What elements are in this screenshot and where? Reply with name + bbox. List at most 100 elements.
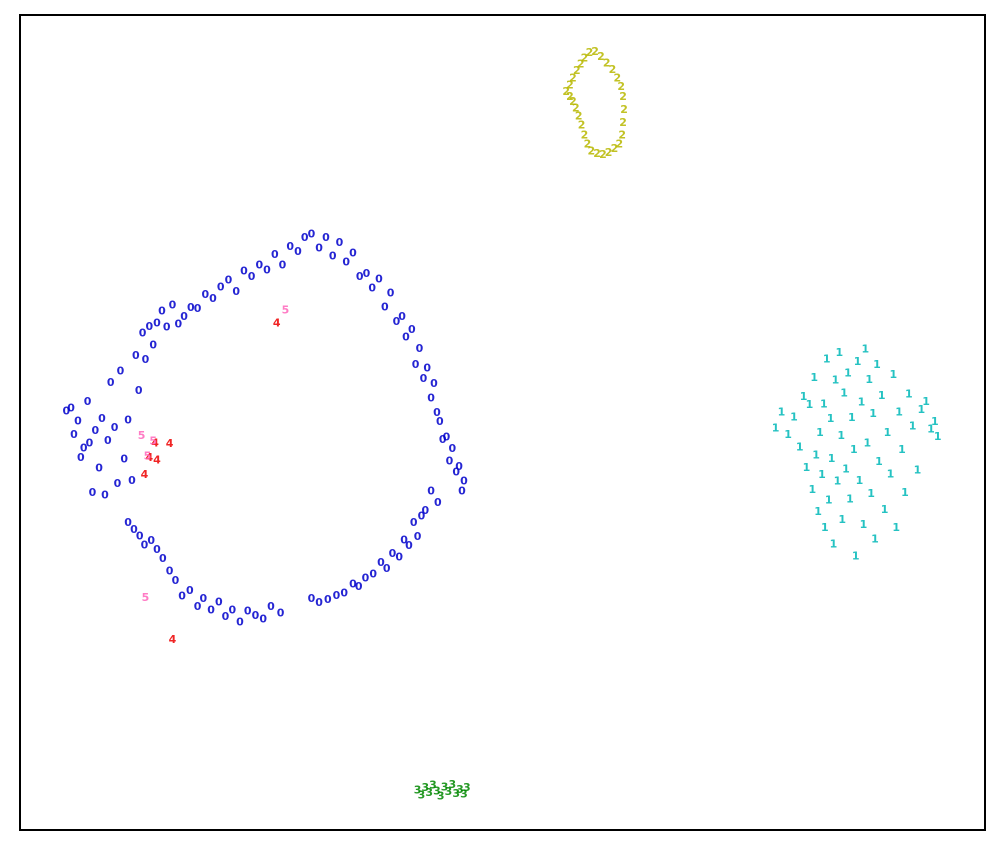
point-digit-0: 0 <box>95 462 103 475</box>
point-digit-0: 0 <box>301 231 309 244</box>
point-digit-1: 1 <box>865 373 873 386</box>
point-digit-2: 2 <box>587 145 595 158</box>
point-digit-0: 0 <box>120 453 128 466</box>
point-digit-2: 2 <box>562 85 570 98</box>
point-digit-0: 0 <box>271 248 279 261</box>
point-digit-0: 0 <box>458 485 466 498</box>
point-digit-0: 0 <box>166 564 174 577</box>
point-digit-0: 0 <box>228 604 236 617</box>
point-digit-5: 5 <box>144 449 152 462</box>
point-digit-0: 0 <box>412 358 420 371</box>
point-digit-0: 0 <box>145 320 153 333</box>
point-digit-2: 2 <box>597 50 605 63</box>
point-digit-0: 0 <box>349 247 357 260</box>
point-digit-1: 1 <box>816 426 824 439</box>
point-digit-0: 0 <box>80 441 88 454</box>
point-digit-1: 1 <box>827 412 835 425</box>
point-digit-0: 0 <box>329 250 337 263</box>
point-digit-3: 3 <box>441 780 449 793</box>
point-digit-1: 1 <box>927 423 935 436</box>
point-digit-0: 0 <box>315 242 323 255</box>
point-digit-2: 2 <box>618 128 626 141</box>
point-digit-0: 0 <box>369 568 377 581</box>
point-digit-0: 0 <box>89 486 97 499</box>
point-digit-0: 0 <box>414 530 422 543</box>
point-digit-1: 1 <box>858 396 866 409</box>
point-digit-4: 4 <box>141 468 149 481</box>
point-digit-4: 4 <box>151 436 159 449</box>
point-digit-0: 0 <box>86 436 94 449</box>
point-digit-0: 0 <box>308 592 316 605</box>
point-digit-2: 2 <box>584 137 592 150</box>
point-digit-1: 1 <box>898 443 906 456</box>
point-digit-1: 1 <box>931 415 939 428</box>
point-digit-3: 3 <box>463 781 471 794</box>
point-digit-2: 2 <box>569 95 577 108</box>
point-digit-4: 4 <box>145 451 153 464</box>
point-digit-2: 2 <box>581 52 589 65</box>
point-digit-0: 0 <box>130 523 138 536</box>
point-digit-2: 2 <box>619 90 627 103</box>
point-digit-0: 0 <box>142 353 150 366</box>
point-digit-0: 0 <box>375 273 383 286</box>
point-digit-1: 1 <box>854 355 862 368</box>
point-digit-0: 0 <box>294 245 302 258</box>
point-digit-1: 1 <box>875 455 883 468</box>
point-digit-1: 1 <box>895 405 903 418</box>
point-digit-0: 0 <box>408 323 416 336</box>
point-digit-0: 0 <box>436 415 444 428</box>
point-digit-0: 0 <box>420 372 428 385</box>
point-digit-0: 0 <box>128 474 136 487</box>
point-digit-0: 0 <box>187 301 195 314</box>
point-digit-2: 2 <box>575 110 583 123</box>
point-digit-0: 0 <box>124 414 132 427</box>
point-digit-1: 1 <box>803 461 811 474</box>
point-digit-1: 1 <box>834 475 842 488</box>
point-digit-0: 0 <box>333 589 341 602</box>
point-digit-3: 3 <box>456 783 464 796</box>
point-digit-3: 3 <box>425 786 433 799</box>
point-digit-1: 1 <box>887 467 895 480</box>
point-digit-1: 1 <box>790 410 798 423</box>
point-digit-2: 2 <box>573 64 581 77</box>
point-digit-1: 1 <box>820 397 828 410</box>
point-digit-0: 0 <box>158 304 166 317</box>
point-digit-1: 1 <box>869 407 877 420</box>
point-digit-2: 2 <box>619 116 627 129</box>
point-digit-3: 3 <box>445 785 453 798</box>
point-digit-1: 1 <box>830 537 838 550</box>
point-digit-0: 0 <box>207 604 215 617</box>
point-digit-0: 0 <box>455 460 463 473</box>
point-digit-5: 5 <box>282 304 290 317</box>
point-digit-0: 0 <box>356 270 364 283</box>
point-digit-0: 0 <box>111 421 119 434</box>
point-digit-1: 1 <box>810 371 818 384</box>
point-digit-0: 0 <box>405 539 413 552</box>
point-digit-0: 0 <box>423 361 431 374</box>
point-digit-3: 3 <box>452 787 460 800</box>
point-digit-1: 1 <box>901 486 909 499</box>
point-digit-2: 2 <box>593 147 601 160</box>
point-digit-1: 1 <box>800 390 808 403</box>
plot-frame <box>19 14 986 831</box>
point-digit-1: 1 <box>852 550 860 563</box>
point-digit-2: 2 <box>609 63 617 76</box>
point-digit-0: 0 <box>153 317 161 330</box>
point-digit-4: 4 <box>153 454 161 467</box>
point-digit-2: 2 <box>591 45 599 58</box>
point-digit-2: 2 <box>599 148 607 161</box>
point-digit-1: 1 <box>818 468 826 481</box>
point-digit-0: 0 <box>169 299 177 312</box>
point-digit-0: 0 <box>186 584 194 597</box>
point-digit-1: 1 <box>905 388 913 401</box>
point-digit-1: 1 <box>934 430 942 443</box>
point-digit-0: 0 <box>363 267 371 280</box>
point-digit-0: 0 <box>393 315 401 328</box>
point-digit-0: 0 <box>377 556 385 569</box>
point-digit-0: 0 <box>395 551 403 564</box>
point-digit-0: 0 <box>159 552 167 565</box>
point-digit-0: 0 <box>416 342 424 355</box>
point-digit-0: 0 <box>104 434 112 447</box>
